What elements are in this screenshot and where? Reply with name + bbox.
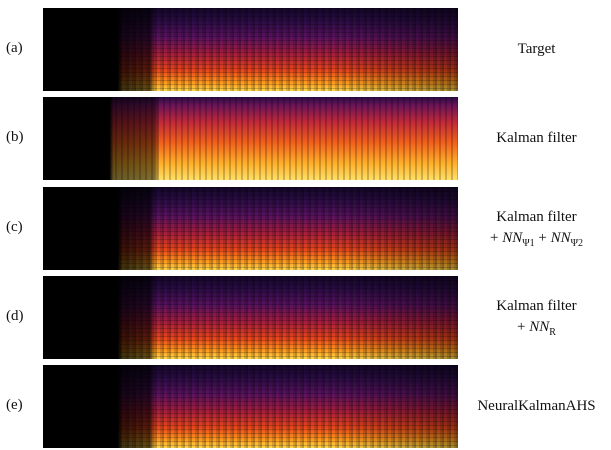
spectrogram <box>43 8 458 91</box>
spectrogram-texture <box>43 8 458 91</box>
caption-text: Kalman filter <box>496 298 577 314</box>
caption-text: NN <box>502 230 523 246</box>
panel-tag: (c) <box>6 219 23 235</box>
spectrogram-texture <box>43 187 458 270</box>
spectrogram-texture <box>43 97 458 180</box>
caption-line: Kalman filter <box>462 128 611 149</box>
caption-subscript: R <box>549 327 556 338</box>
spectrogram <box>43 97 458 180</box>
caption: Target <box>462 39 611 60</box>
panel-tag: (e) <box>6 397 23 413</box>
caption-line: Target <box>462 39 611 60</box>
caption-text: + <box>534 230 551 246</box>
spectrogram <box>43 276 458 359</box>
caption-line: + NNΨ1 + NNΨ2 <box>462 228 611 254</box>
caption-text: NN <box>529 319 550 335</box>
spectrogram-texture <box>43 276 458 359</box>
caption-text: + <box>490 230 503 246</box>
caption-subscript: Ψ1 <box>522 238 535 249</box>
caption-text: Kalman filter <box>496 209 577 225</box>
panel-tag: (b) <box>6 129 24 145</box>
caption-text: Target <box>517 40 556 57</box>
caption-line: Kalman filter <box>462 296 611 317</box>
spectrogram-texture <box>43 365 458 448</box>
caption: Kalman filter <box>462 128 611 149</box>
caption-text: NeuralKalmanAHS <box>477 397 596 414</box>
caption-text: Kalman filter <box>496 129 577 146</box>
caption-text: + <box>517 319 530 335</box>
caption-subscript: Ψ2 <box>570 238 583 249</box>
panel-tag: (d) <box>6 308 24 324</box>
caption: NeuralKalmanAHS <box>462 396 611 417</box>
panel-tag: (a) <box>6 40 23 56</box>
spectrogram <box>43 187 458 270</box>
caption-line: Kalman filter <box>462 207 611 228</box>
caption-line: + NNR <box>462 317 611 343</box>
spectrogram <box>43 365 458 448</box>
caption-line: NeuralKalmanAHS <box>462 396 611 417</box>
caption: Kalman filter + NNR <box>462 296 611 343</box>
caption-text: NN <box>550 230 571 246</box>
caption: Kalman filter + NNΨ1 + NNΨ2 <box>462 207 611 254</box>
